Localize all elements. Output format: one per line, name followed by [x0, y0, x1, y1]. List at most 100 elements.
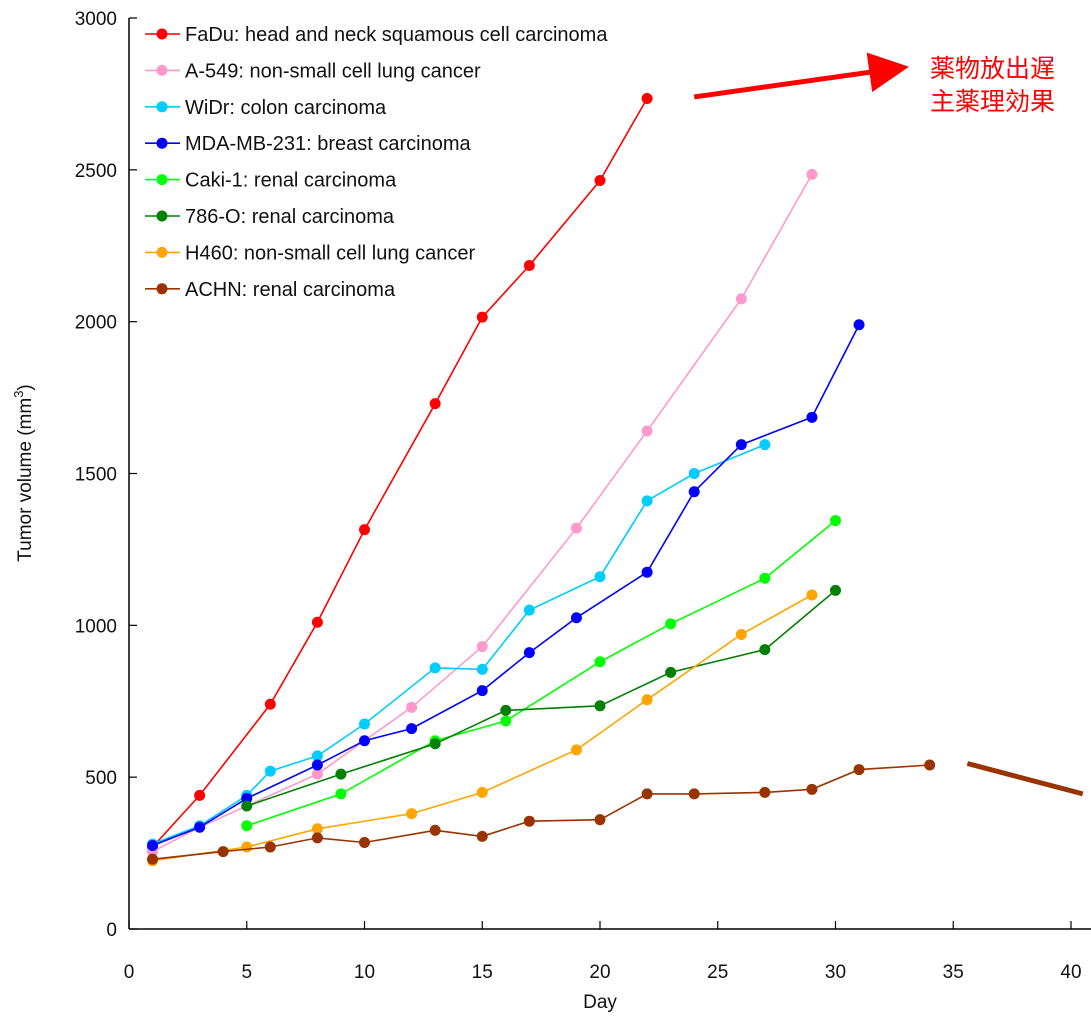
legend-label: ACHN: renal carcinoma: [185, 279, 396, 301]
data-point: [806, 411, 818, 423]
series-line: [152, 98, 648, 848]
data-point: [688, 486, 700, 498]
data-point: [830, 584, 841, 596]
data-point: [194, 789, 206, 801]
data-point: [147, 853, 159, 865]
data-point: [523, 259, 535, 271]
data-point: [264, 765, 276, 777]
data-point: [688, 788, 700, 800]
data-point: [806, 589, 818, 601]
data-point: [359, 735, 370, 747]
legend-swatch-marker: [156, 283, 168, 295]
x-tick-label: 20: [589, 962, 610, 983]
y-tick-label: 2500: [75, 161, 117, 182]
data-point: [523, 604, 535, 616]
data-point: [924, 759, 936, 771]
brown-annotation-arrow: [966, 761, 1084, 797]
series-4: [241, 515, 841, 832]
annotation-text-line-2: 主薬理効果: [930, 87, 1055, 116]
data-point: [406, 701, 418, 713]
data-point: [594, 814, 606, 826]
data-point: [241, 800, 253, 812]
series-0: [147, 92, 653, 853]
data-point: [594, 656, 606, 668]
data-point: [429, 738, 441, 750]
data-point: [735, 628, 747, 640]
annotations: 薬物放出遅 主薬理効果: [693, 52, 1084, 797]
data-point: [335, 768, 347, 780]
legend-label: MDA-MB-231: breast carcinoma: [185, 133, 472, 155]
data-point: [476, 641, 488, 653]
data-point: [735, 439, 747, 451]
legend-item: FaDu: head and neck squamous cell carcin…: [145, 24, 608, 46]
legend-swatch-marker: [156, 137, 168, 149]
data-point: [476, 830, 488, 842]
y-tick-label: 500: [85, 768, 117, 789]
axes: 0 5 10 15 20 25 30 35 40 0 500 1000 1500 2000 2500 300…: [75, 9, 1091, 983]
series-3: [147, 319, 865, 851]
series-line: [152, 324, 860, 847]
data-point: [406, 723, 418, 735]
data-point: [359, 524, 370, 536]
x-tick-label: 10: [354, 962, 375, 983]
data-point: [594, 174, 606, 186]
series-line: [246, 519, 837, 827]
red-annotation-arrow: [693, 52, 909, 100]
data-point: [311, 768, 323, 780]
data-point: [735, 293, 747, 305]
y-axis-title-superscript: 3: [11, 391, 26, 398]
data-point: [594, 571, 606, 583]
data-point: [241, 841, 253, 853]
data-point: [429, 824, 441, 836]
legend-label: H460: non-small cell lung cancer: [185, 242, 475, 264]
legend-swatch-marker: [156, 246, 168, 258]
data-point: [476, 685, 488, 697]
data-point: [194, 821, 206, 833]
data-point: [264, 841, 276, 853]
legend-label: A-549: non-small cell lung cancer: [185, 60, 481, 82]
legend-label: Caki-1: renal carcinoma: [185, 170, 397, 192]
data-point: [311, 616, 323, 628]
data-point: [264, 698, 276, 710]
series-layer: [147, 92, 936, 867]
data-point: [311, 750, 323, 762]
y-tick-label: 3000: [75, 9, 117, 30]
legend-item: MDA-MB-231: breast carcinoma: [145, 133, 472, 155]
y-tick-label: 1000: [75, 616, 117, 637]
annotation-text-line-1: 薬物放出遅: [930, 54, 1055, 83]
data-point: [217, 846, 229, 858]
data-point: [241, 820, 253, 832]
data-point: [500, 704, 512, 716]
x-tick-label: 30: [825, 962, 846, 983]
legend-swatch-marker: [156, 64, 168, 76]
legend-item: WiDr: colon carcinoma: [145, 97, 387, 119]
y-axis-title-close: ): [15, 384, 36, 390]
series-line: [152, 443, 766, 845]
legend-label: 786-O: renal carcinoma: [185, 206, 395, 228]
data-point: [641, 495, 653, 507]
data-point: [641, 92, 653, 104]
x-tick-label: 25: [707, 962, 728, 983]
data-point: [241, 792, 253, 804]
data-point: [806, 783, 818, 795]
legend-swatch-marker: [156, 210, 168, 222]
x-tick-label: 5: [241, 962, 252, 983]
data-point: [641, 788, 653, 800]
series-7: [147, 759, 936, 865]
data-point: [759, 786, 771, 798]
data-point: [641, 425, 653, 437]
data-point: [853, 319, 865, 331]
data-point: [830, 515, 841, 527]
data-point: [523, 647, 535, 659]
y-tick-label: 0: [106, 920, 117, 941]
series-2: [147, 439, 771, 850]
data-point: [570, 612, 582, 624]
x-axis-title: Day: [583, 992, 617, 1013]
y-tick-label: 2000: [75, 313, 117, 334]
data-point: [311, 823, 323, 835]
data-point: [476, 663, 488, 675]
legend-item: A-549: non-small cell lung cancer: [145, 60, 481, 82]
x-ticks: 0 5 10 15 20 25 30 35 40: [124, 921, 1082, 983]
series-5: [241, 584, 841, 812]
